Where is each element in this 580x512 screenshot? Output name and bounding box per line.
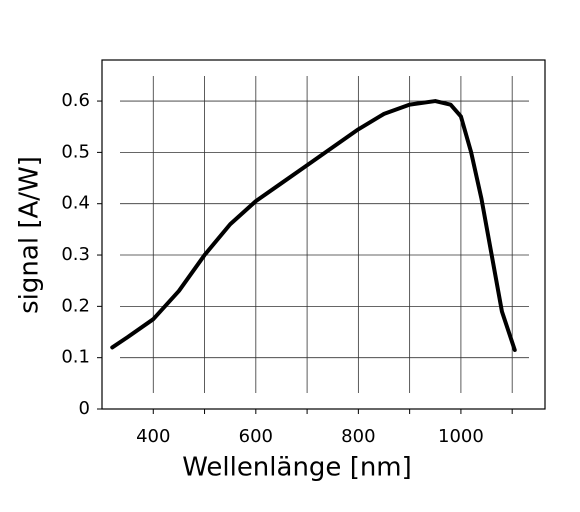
y-tick-label: 0.3 [61,244,90,265]
y-tick-label: 0.1 [61,347,90,368]
x-tick-label: 600 [239,426,273,447]
x-axis-label: Wellenlänge [nm] [182,453,412,483]
x-tick-label: 1000 [438,426,484,447]
y-tick-label: 0 [79,398,90,419]
x-tick-label: 400 [136,426,170,447]
data-line [110,99,517,352]
y-tick-label: 0.2 [61,295,90,316]
x-tick-label: 800 [341,426,375,447]
y-tick-label: 0.4 [61,193,90,214]
y-axis-label: signal [A/W] [15,156,45,314]
plot-frame [101,59,546,410]
y-tick-label: 0.6 [61,90,90,111]
y-tick-label: 0.5 [61,141,90,162]
